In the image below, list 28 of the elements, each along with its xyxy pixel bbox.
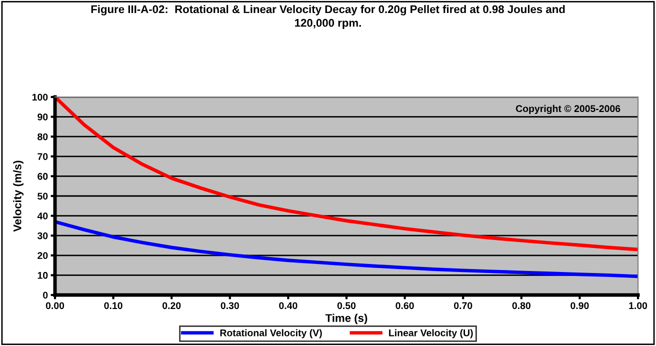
y-tick-label: 10 — [38, 272, 48, 279]
y-tick-label: 100 — [32, 94, 48, 101]
x-tick-label: 0.20 — [162, 302, 181, 310]
x-tick-label: 0.10 — [104, 302, 122, 310]
x-tick-label: 0.70 — [454, 302, 472, 310]
annotation: Copyright © 2005-2006 — [516, 104, 620, 114]
y-tick-label: 60 — [38, 172, 48, 180]
x-tick-label: 0.40 — [279, 302, 298, 310]
x-tick-label: 1.00 — [629, 302, 648, 310]
y-tick-label: 40 — [37, 212, 48, 220]
y-tick-label: 50 — [38, 192, 48, 200]
x-tick-label: 0.60 — [396, 302, 414, 310]
y-axis-title: Velocity (m/s) — [13, 160, 24, 232]
y-tick-label: 0 — [43, 292, 48, 299]
x-tick-label: 0.80 — [512, 302, 530, 310]
y-tick-label: 20 — [38, 252, 48, 260]
y-tick-label: 30 — [37, 232, 48, 240]
y-tick-label: 90 — [38, 114, 48, 120]
legend-label: Rotational Velocity (V) — [220, 329, 322, 338]
x-tick-label: 0.00 — [46, 302, 64, 310]
x-tick-label: 0.90 — [570, 302, 589, 310]
y-tick-label: 70 — [38, 153, 48, 160]
x-axis-title: Time (s) — [325, 314, 368, 324]
x-tick-label: 0.50 — [337, 302, 356, 310]
x-tick-label: 0.30 — [220, 302, 239, 310]
chart-title: Figure III-A-02: Rotational & Linear Velocity Decay for 0.20g Pellet fired at 0.98 Joules and 120,000 rpm. — [91, 5, 565, 29]
legend-label: Linear Velocity (U) — [389, 329, 473, 338]
y-tick-label: 80 — [38, 133, 48, 140]
